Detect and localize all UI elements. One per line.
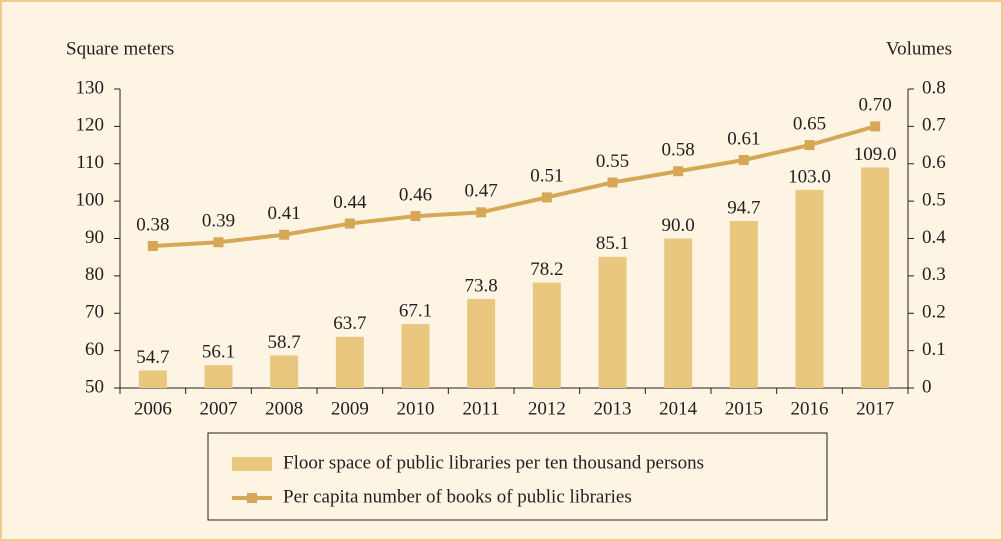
line-value-label: 0.65: [793, 113, 826, 134]
x-tick-label: 2010: [397, 398, 435, 419]
x-tick-label: 2006: [134, 398, 172, 419]
bar-value-label: 67.1: [399, 300, 432, 321]
y-axis-label: Square meters: [66, 38, 174, 59]
legend-swatch: [232, 457, 272, 471]
y-tick-label: 80: [85, 264, 104, 285]
bar: [729, 220, 758, 388]
line-marker: [673, 166, 684, 177]
x-tick-label: 2008: [265, 398, 303, 419]
legend: [207, 432, 828, 521]
y2-tick-label: 0.5: [922, 189, 946, 210]
y-tick-label: 50: [85, 376, 104, 397]
x-tick-label: 2012: [528, 398, 566, 419]
line-value-label: 0.38: [136, 214, 169, 235]
line-marker: [738, 155, 749, 166]
bar: [532, 282, 561, 388]
x-tick-label: 2011: [463, 398, 500, 419]
line-marker: [213, 237, 224, 248]
bar: [664, 238, 693, 388]
bar-value-label: 58.7: [268, 332, 301, 353]
bar: [861, 167, 890, 388]
bar-value-label: 54.7: [136, 347, 169, 368]
bar: [270, 355, 299, 388]
line-marker: [344, 218, 355, 229]
line-value-label: 0.41: [268, 203, 301, 224]
line-marker: [476, 207, 487, 218]
bar-value-label: 90.0: [662, 215, 695, 236]
bar: [335, 336, 364, 388]
line-marker: [541, 192, 552, 203]
y2-tick-label: 0.4: [922, 227, 946, 248]
line-marker: [870, 121, 881, 132]
legend-swatch-marker: [247, 493, 257, 503]
bar-value-label: 63.7: [333, 313, 366, 334]
y2-tick-label: 0.2: [922, 302, 946, 323]
x-tick-label: 2015: [725, 398, 763, 419]
y-tick-label: 100: [76, 189, 105, 210]
y-tick-label: 70: [85, 302, 104, 323]
bar: [204, 365, 233, 388]
y2-tick-label: 0.1: [922, 339, 946, 360]
line-marker: [410, 211, 421, 222]
line-value-label: 0.51: [530, 166, 563, 187]
y2-tick-label: 0.7: [922, 115, 946, 136]
line-value-label: 0.44: [333, 192, 367, 213]
line-marker: [804, 140, 815, 151]
line: [152, 124, 876, 248]
x-tick-label: 2009: [331, 398, 369, 419]
line-marker: [607, 177, 618, 188]
y2-tick-label: 0: [922, 376, 932, 397]
bar: [795, 189, 824, 388]
x-tick-label: 2013: [594, 398, 632, 419]
legend-label: Floor space of public libraries per ten …: [283, 452, 704, 473]
bar-value-label: 103.0: [788, 166, 831, 187]
bar: [467, 299, 496, 388]
bar-value-label: 56.1: [202, 342, 235, 363]
x-tick-label: 2017: [856, 398, 894, 419]
legend-label: Per capita number of books of public lib…: [283, 486, 632, 507]
line-value-label: 0.39: [202, 211, 235, 232]
y2-axis-label: Volumes: [886, 38, 952, 59]
line-value-label: 0.61: [727, 128, 760, 149]
line-value-label: 0.47: [465, 181, 498, 202]
x-tick-label: 2007: [200, 398, 238, 419]
bar-value-label: 109.0: [854, 144, 897, 165]
bar: [401, 324, 430, 388]
bar-value-label: 78.2: [530, 259, 563, 280]
y-tick-label: 120: [76, 115, 105, 136]
line-value-label: 0.70: [859, 95, 892, 116]
line-marker: [279, 229, 290, 240]
y-tick-label: 130: [76, 77, 105, 98]
line-value-label: 0.46: [399, 184, 432, 205]
y-tick-label: 110: [76, 152, 104, 173]
bar: [598, 256, 627, 388]
x-tick-label: 2016: [791, 398, 829, 419]
line-marker: [147, 240, 158, 251]
line-value-label: 0.58: [662, 140, 695, 161]
bar: [138, 370, 167, 388]
y2-tick-label: 0.3: [922, 264, 946, 285]
y-tick-label: 90: [85, 227, 104, 248]
bar-value-label: 73.8: [465, 275, 498, 296]
bar-value-label: 94.7: [727, 197, 760, 218]
y-tick-label: 60: [85, 339, 104, 360]
bar-value-label: 85.1: [596, 233, 629, 254]
y2-tick-label: 0.8: [922, 77, 946, 98]
y2-tick-label: 0.6: [922, 152, 946, 173]
line-value-label: 0.55: [596, 151, 629, 172]
x-tick-label: 2014: [659, 398, 698, 419]
